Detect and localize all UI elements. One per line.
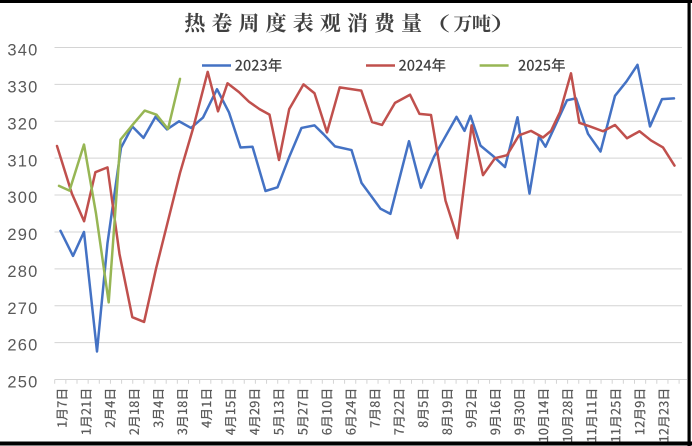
svg-text:290: 290	[7, 226, 38, 244]
svg-text:320: 320	[7, 115, 38, 133]
svg-text:260: 260	[7, 337, 38, 355]
svg-text:340: 340	[7, 42, 38, 60]
svg-text:300: 300	[7, 189, 38, 207]
svg-text:250: 250	[7, 374, 38, 392]
svg-text:270: 270	[7, 300, 38, 318]
svg-text:310: 310	[7, 152, 38, 170]
svg-text:280: 280	[7, 263, 38, 281]
svg-text:330: 330	[7, 78, 38, 96]
